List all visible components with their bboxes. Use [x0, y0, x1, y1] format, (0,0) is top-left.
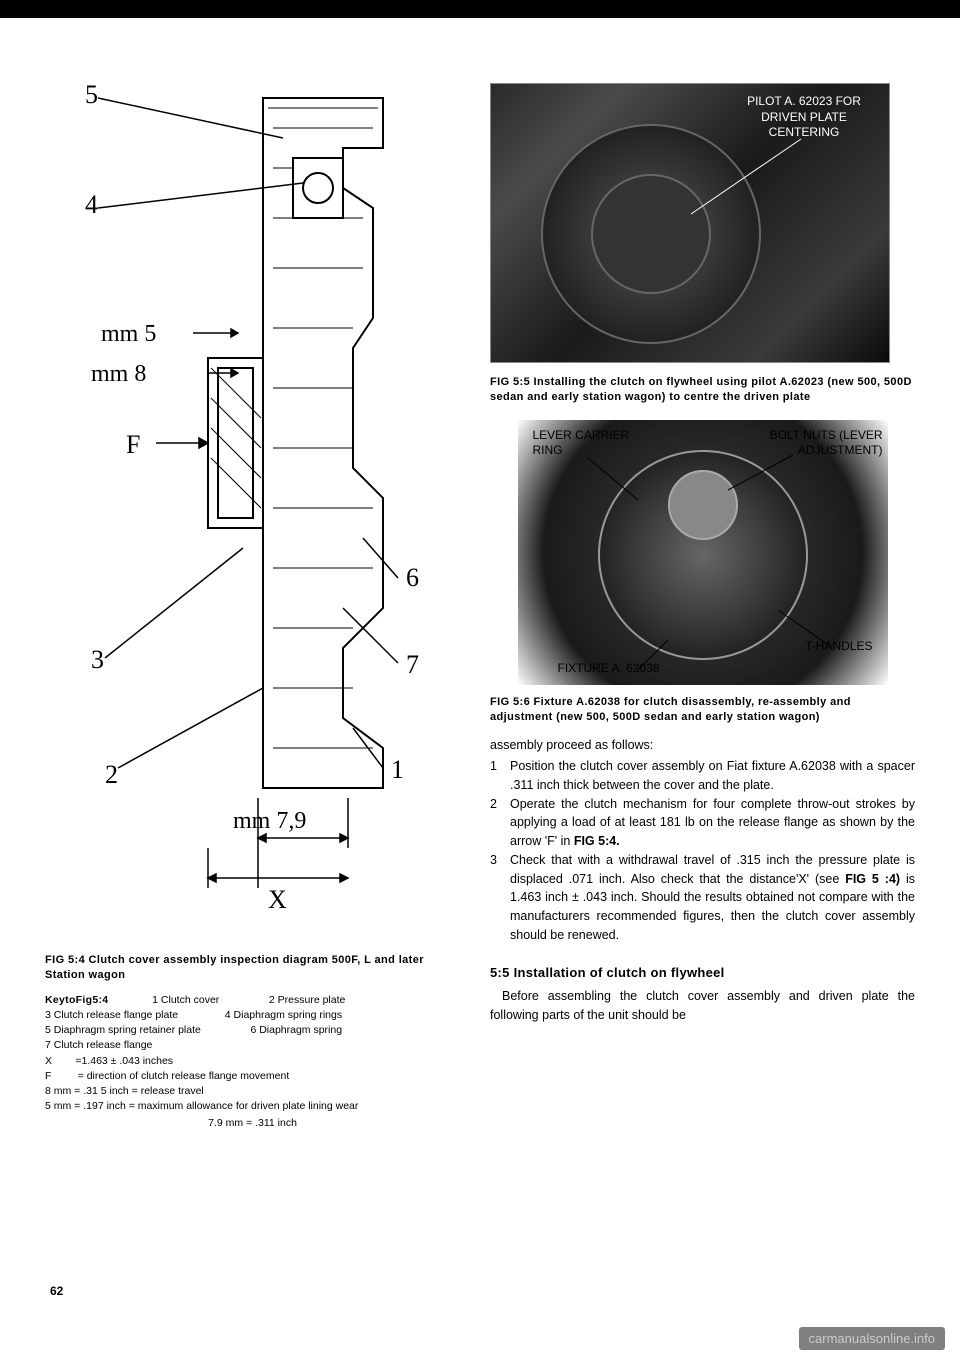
right-column: PILOT A. 62023 FOR DRIVEN PLATE CENTERIN…: [490, 68, 915, 1132]
key-X: X =1.463 ± .043 inches: [45, 1054, 460, 1069]
fig55-label: PILOT A. 62023 FOR DRIVEN PLATE CENTERIN…: [729, 94, 879, 141]
key-4: 4 Diaphragm spring rings: [225, 1009, 342, 1021]
key-F: F = direction of clutch release flange m…: [45, 1069, 460, 1084]
page-content: 5 4 6 3 7 2 1 mm 5 mm 8 F mm 7,9 X FIG 5…: [0, 18, 960, 1152]
body-intro: assembly proceed as follows:: [490, 736, 915, 755]
callout-5: 5: [85, 80, 98, 109]
fig56-bolt-label: BOLT NUTS (LEVER ADJUSTMENT): [738, 428, 883, 459]
dim-mm79: mm 7,9: [233, 808, 306, 834]
callout-2: 2: [105, 760, 118, 789]
callout-6: 6: [406, 563, 419, 592]
fig56-fixture-label: FIXTURE A. 62038: [558, 661, 660, 677]
fig56-thandle-label: T-HANDLES: [805, 639, 872, 655]
para-5-5: Before assembling the clutch cover assem…: [490, 987, 915, 1025]
key-7: 7 Clutch release flange: [45, 1038, 460, 1053]
key-5mm: 5 mm = .197 inch = maximum allowance for…: [45, 1099, 460, 1114]
watermark: carmanualsonline.info: [799, 1327, 945, 1350]
step-2: 2 Operate the clutch mechanism for four …: [490, 795, 915, 851]
step-1: 1 Position the clutch cover assembly on …: [490, 757, 915, 795]
callout-1: 1: [391, 755, 404, 784]
dim-mm5: mm 5: [101, 321, 156, 347]
key-5: 5 Diaphragm spring retainer plate: [45, 1024, 201, 1036]
dim-X: X: [268, 885, 287, 914]
key-79: 7.9 mm = .311 inch: [45, 1116, 460, 1131]
dim-mm8: mm 8: [91, 361, 146, 387]
step3b: FIG 5 :4): [845, 872, 900, 886]
key-6: 6 Diaphragm spring: [250, 1024, 342, 1036]
step2a: Operate the clutch mechanism for four co…: [510, 797, 915, 849]
key-title: KeytoFig5:4: [45, 994, 108, 1006]
fig56-photo: LEVER CARRIER RING BOLT NUTS (LEVER ADJU…: [518, 420, 888, 685]
fig54-key: KeytoFig5:4 1 Clutch cover 2 Pressure pl…: [45, 993, 460, 1132]
dim-F: F: [126, 430, 140, 459]
left-column: 5 4 6 3 7 2 1 mm 5 mm 8 F mm 7,9 X FIG 5…: [45, 68, 460, 1132]
callout-3: 3: [91, 645, 104, 674]
step2b: FIG 5:4.: [574, 834, 620, 848]
callout-7: 7: [406, 650, 419, 679]
page-number: 62: [50, 1284, 63, 1298]
step1-text: Position the clutch cover assembly on Fi…: [510, 757, 915, 795]
body-text: assembly proceed as follows: 1 Position …: [490, 736, 915, 1024]
fig56-caption: FIG 5:6 Fixture A.62038 for clutch disas…: [490, 695, 915, 725]
top-black-bar: [0, 0, 960, 18]
key-3: 3 Clutch release flange plate: [45, 1009, 178, 1021]
key-1: 1 Clutch cover: [152, 994, 219, 1006]
fig54-diagram: 5 4 6 3 7 2 1 mm 5 mm 8 F mm 7,9 X: [63, 68, 443, 938]
heading-5-5: 5:5 Installation of clutch on flywheel: [490, 963, 915, 983]
key-8mm: 8 mm = .31 5 inch = release travel: [45, 1084, 460, 1099]
fig56-lever-label: LEVER CARRIER RING: [533, 428, 643, 459]
fig55-photo: PILOT A. 62023 FOR DRIVEN PLATE CENTERIN…: [490, 83, 890, 363]
key-2: 2 Pressure plate: [269, 994, 345, 1006]
callout-4: 4: [85, 190, 98, 219]
step-3: 3 Check that with a withdrawal travel of…: [490, 851, 915, 945]
fig55-caption: FIG 5:5 Installing the clutch on flywhee…: [490, 375, 915, 405]
fig54-caption: FIG 5:4 Clutch cover assembly inspection…: [45, 953, 460, 983]
